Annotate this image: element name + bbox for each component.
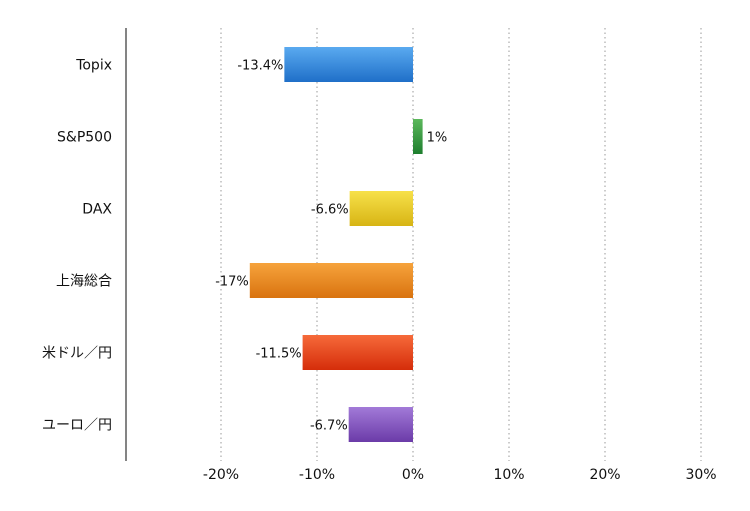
category-label: Topix xyxy=(75,58,112,74)
bars xyxy=(249,47,423,442)
data-label: -6.7% xyxy=(310,419,348,434)
bar xyxy=(348,407,413,442)
x-tick-label: -20% xyxy=(203,467,239,483)
category-label: S&P500 xyxy=(57,130,112,146)
x-tick-label: 20% xyxy=(589,467,620,483)
data-labels: -13.4% 1% -6.6% -17% -11.5% -6.7% xyxy=(215,59,447,434)
bar xyxy=(284,47,413,82)
x-tick-label: 30% xyxy=(685,467,716,483)
bar xyxy=(413,119,423,154)
gridlines xyxy=(220,28,702,461)
x-tick-labels: -20% -10% 0% 10% 20% 30% xyxy=(203,467,717,483)
category-label: 米ドル／円 xyxy=(42,346,112,362)
x-tick-label: 10% xyxy=(493,467,524,483)
x-tick-label: 0% xyxy=(402,467,424,483)
category-label: ユーロ／円 xyxy=(42,418,112,434)
x-tick-label: -10% xyxy=(299,467,335,483)
data-label: -11.5% xyxy=(256,347,302,362)
bar xyxy=(249,263,413,298)
data-label: 1% xyxy=(427,131,448,146)
bar xyxy=(302,335,413,370)
bar xyxy=(349,191,413,226)
data-label: -13.4% xyxy=(237,59,283,74)
category-label: DAX xyxy=(82,202,112,218)
data-label: -6.6% xyxy=(311,203,349,218)
category-label: 上海総合 xyxy=(56,274,112,290)
data-label: -17% xyxy=(215,275,249,290)
